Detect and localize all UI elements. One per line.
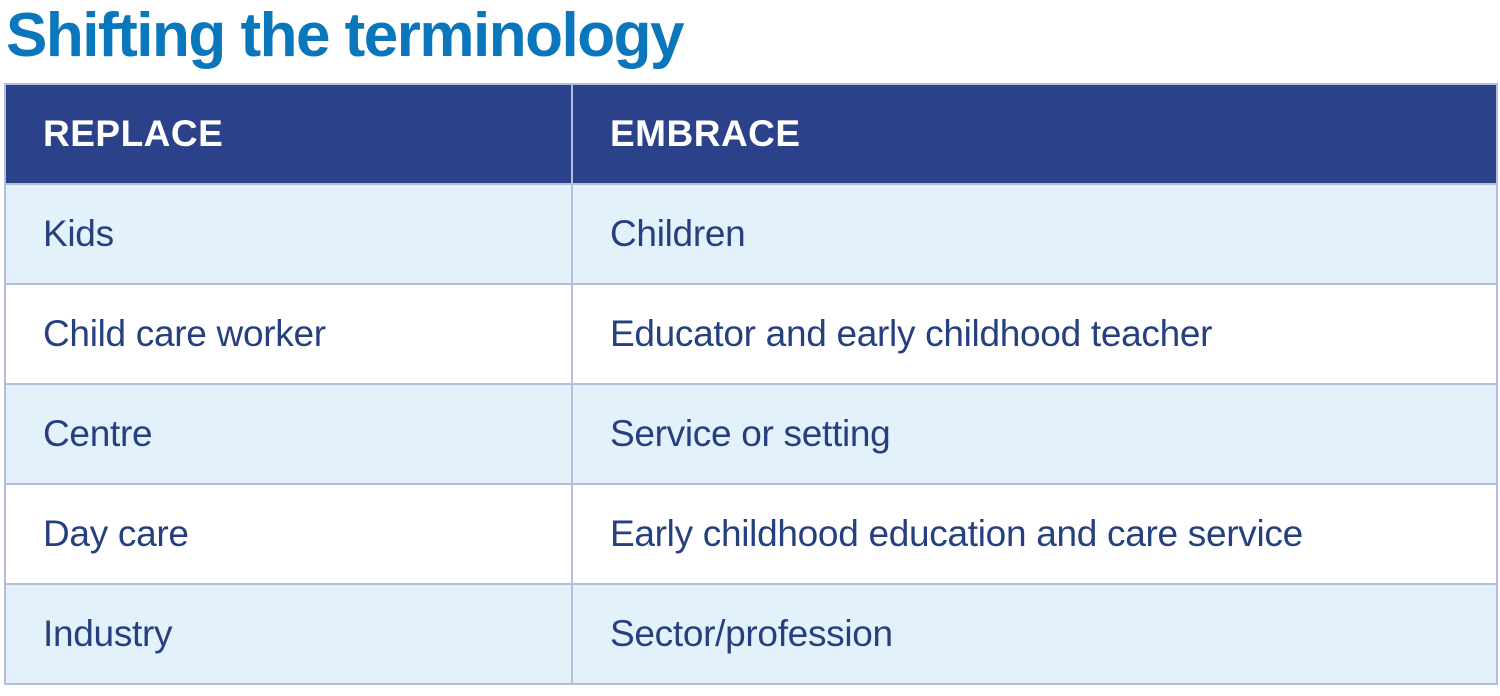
table-row: Industry Sector/profession: [4, 583, 1498, 685]
replace-cell: Child care worker: [4, 283, 573, 385]
header-replace: REPLACE: [4, 83, 573, 185]
table-row: Day care Early childhood education and c…: [4, 483, 1498, 585]
embrace-cell: Sector/profession: [571, 583, 1498, 685]
replace-cell: Industry: [4, 583, 573, 685]
embrace-cell: Educator and early childhood teacher: [571, 283, 1498, 385]
table-row: Child care worker Educator and early chi…: [4, 283, 1498, 385]
page-title: Shifting the terminology: [6, 1, 684, 70]
terminology-table: REPLACE EMBRACE Kids Children Child care…: [4, 83, 1498, 685]
table-row: Centre Service or setting: [4, 383, 1498, 485]
replace-cell: Centre: [4, 383, 573, 485]
replace-cell: Kids: [4, 183, 573, 285]
table-row: Kids Children: [4, 183, 1498, 285]
table-header-row: REPLACE EMBRACE: [4, 83, 1498, 185]
embrace-cell: Children: [571, 183, 1498, 285]
replace-cell: Day care: [4, 483, 573, 585]
embrace-cell: Service or setting: [571, 383, 1498, 485]
header-embrace: EMBRACE: [571, 83, 1498, 185]
embrace-cell: Early childhood education and care servi…: [571, 483, 1498, 585]
